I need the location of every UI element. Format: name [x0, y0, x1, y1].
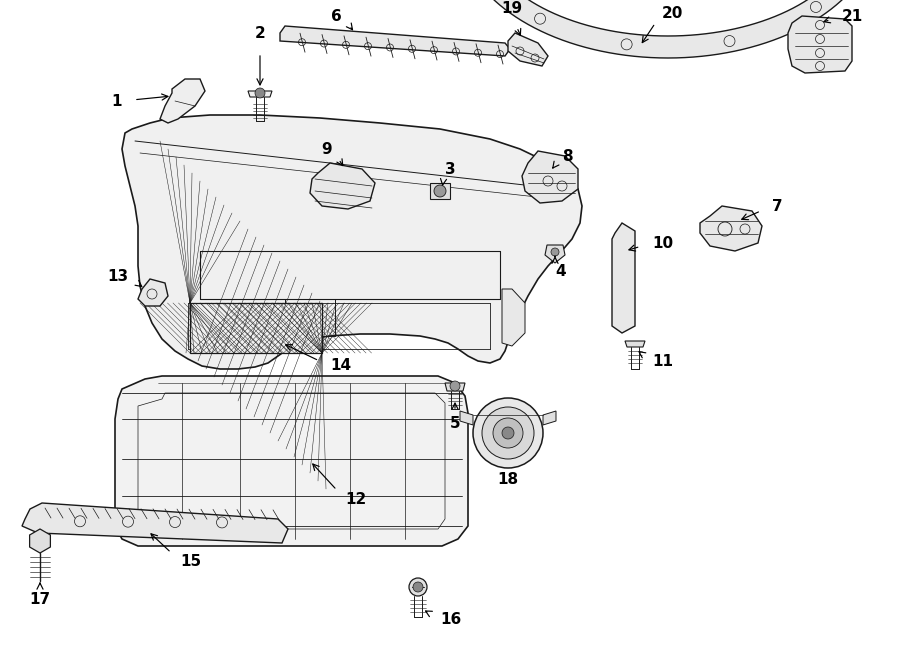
Polygon shape — [115, 376, 468, 546]
Text: 15: 15 — [180, 553, 201, 568]
Polygon shape — [612, 223, 635, 333]
Polygon shape — [502, 289, 525, 346]
Polygon shape — [310, 163, 375, 209]
Circle shape — [255, 88, 265, 98]
Text: 21: 21 — [842, 9, 863, 24]
Text: 19: 19 — [501, 1, 523, 16]
Text: 1: 1 — [112, 93, 122, 108]
Circle shape — [450, 381, 460, 391]
Text: 20: 20 — [662, 5, 683, 20]
Text: 3: 3 — [445, 161, 455, 176]
Text: 18: 18 — [498, 471, 518, 486]
Text: 4: 4 — [555, 264, 565, 278]
Text: 12: 12 — [345, 492, 366, 506]
Text: 14: 14 — [330, 358, 351, 373]
Text: 13: 13 — [107, 268, 128, 284]
Circle shape — [551, 248, 559, 256]
Polygon shape — [700, 206, 762, 251]
Polygon shape — [160, 79, 205, 123]
Circle shape — [473, 398, 543, 468]
Polygon shape — [788, 16, 852, 73]
Text: 7: 7 — [772, 198, 783, 214]
Polygon shape — [445, 383, 465, 391]
Polygon shape — [543, 411, 556, 425]
Polygon shape — [522, 151, 578, 203]
Text: 2: 2 — [255, 26, 266, 41]
Polygon shape — [430, 183, 450, 199]
Polygon shape — [30, 529, 50, 553]
Text: 11: 11 — [652, 354, 673, 368]
Polygon shape — [460, 411, 473, 425]
Circle shape — [409, 578, 427, 596]
Circle shape — [502, 427, 514, 439]
Polygon shape — [545, 245, 565, 263]
Circle shape — [413, 582, 423, 592]
Text: 6: 6 — [331, 9, 342, 24]
Polygon shape — [508, 33, 548, 66]
Text: 5: 5 — [450, 416, 460, 430]
Text: 8: 8 — [562, 149, 572, 163]
Text: 17: 17 — [30, 592, 50, 607]
Text: 9: 9 — [321, 141, 332, 157]
Text: 10: 10 — [652, 235, 673, 251]
Polygon shape — [138, 279, 168, 306]
Polygon shape — [122, 115, 582, 369]
Polygon shape — [625, 341, 645, 347]
Polygon shape — [458, 0, 878, 58]
Circle shape — [482, 407, 534, 459]
Polygon shape — [280, 26, 510, 56]
Circle shape — [434, 185, 446, 197]
Text: 16: 16 — [440, 611, 462, 627]
Polygon shape — [248, 91, 272, 97]
Bar — [190, 303, 322, 353]
Polygon shape — [22, 503, 288, 543]
Circle shape — [493, 418, 523, 448]
